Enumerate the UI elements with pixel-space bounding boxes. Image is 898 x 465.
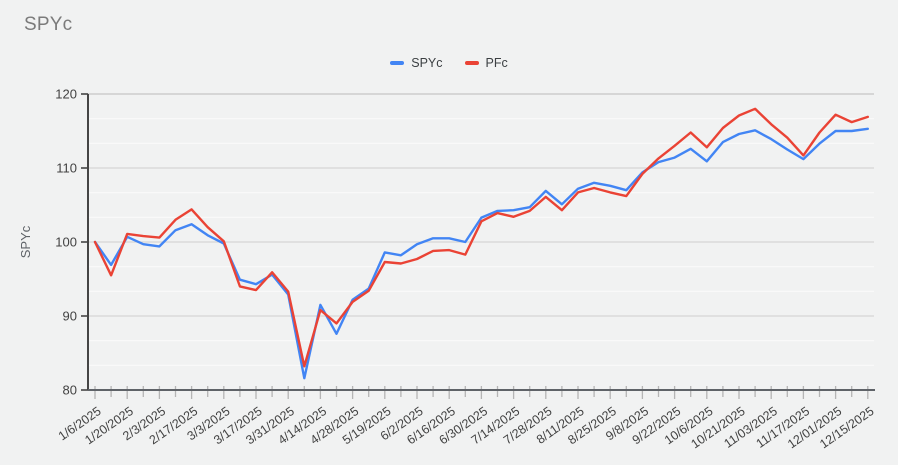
series-line-pfc: [93, 107, 869, 368]
legend-label-pfc: PFc: [485, 56, 508, 70]
svg-text:120: 120: [55, 87, 77, 102]
series-lines: [93, 107, 869, 380]
x-axis-ticks: [94, 386, 869, 399]
axis-lines: [81, 93, 875, 391]
legend-item-spyc: SPYc: [390, 56, 443, 70]
gridlines-major: [88, 93, 874, 391]
legend-swatch-pfc-icon: [464, 61, 479, 65]
x-axis-labels: 1/6/20251/20/20252/3/20252/17/20253/3/20…: [56, 404, 877, 451]
chart-title: SPYc: [24, 14, 73, 35]
svg-text:90: 90: [63, 309, 77, 324]
svg-text:80: 80: [63, 383, 77, 398]
legend-label-spyc: SPYc: [411, 56, 443, 70]
y-axis-labels: 80 90 100 110 120: [55, 87, 77, 398]
chart-legend: SPYc PFc: [0, 56, 898, 70]
svg-text:110: 110: [56, 161, 77, 176]
svg-text:100: 100: [55, 235, 77, 250]
y-axis-title: SPYc: [18, 225, 33, 258]
legend-swatch-spyc-icon: [390, 61, 405, 65]
legend-item-pfc: PFc: [464, 56, 508, 70]
